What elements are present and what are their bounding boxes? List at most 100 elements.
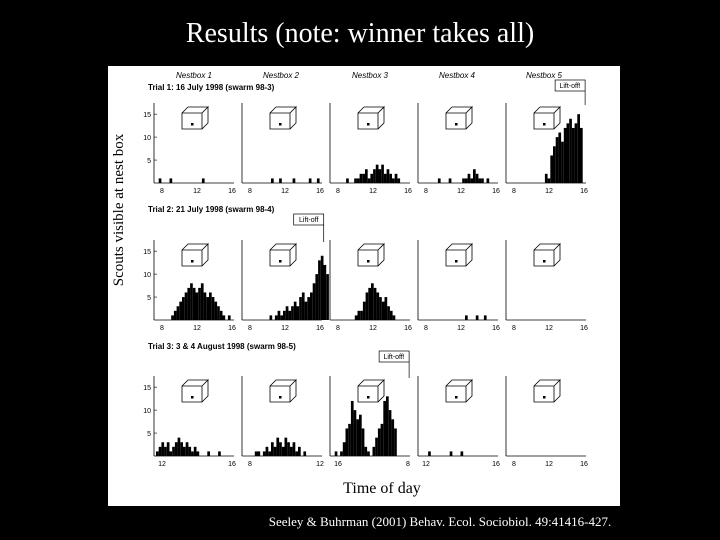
bar-trial2-nestbox3 (357, 310, 361, 320)
bar-trial1-nestbox2 (292, 178, 296, 183)
nestbox-icon (269, 379, 297, 403)
x-tick-label: 12 (457, 188, 465, 195)
bar-trial3-nestbox2 (292, 442, 296, 456)
bar-trial2-nestbox2 (269, 315, 273, 320)
y-tick-label: 5 (147, 431, 151, 438)
bar-trial1-nestbox4 (481, 178, 484, 183)
bar-trial1-nestbox4 (473, 169, 476, 183)
x-tick-label: 16 (492, 325, 500, 332)
bar-trial3-nestbox1 (156, 451, 159, 456)
bar-trial2-nestbox3 (354, 315, 358, 320)
bar-trial2-nestbox1 (209, 292, 212, 320)
bar-trial1-nestbox2 (271, 178, 274, 183)
nestbox-label-3: Nestbox 3 (352, 71, 389, 80)
bar-trial1-nestbox4 (462, 178, 465, 183)
bar-trial2-nestbox1 (192, 287, 196, 320)
bar-trial1-nestbox3 (392, 178, 395, 183)
bar-trial2-nestbox3 (365, 292, 369, 320)
bar-trial1-nestbox4 (486, 178, 490, 183)
bar-trial3-nestbox1 (161, 442, 165, 456)
nestbox-icon (357, 106, 385, 130)
x-tick-label: 12 (158, 461, 166, 468)
y-tick-label: 10 (143, 408, 151, 415)
nestbox-icon (357, 243, 385, 267)
trial-title: Trial 1: 16 July 1998 (swarm 98-3) (148, 83, 275, 92)
bar-trial3-nestbox3 (377, 428, 381, 456)
liftoff-box (554, 79, 586, 92)
bar-trial1-nestbox4 (470, 178, 473, 183)
x-tick-label: 16 (228, 188, 236, 195)
bar-trial2-nestbox3 (392, 315, 396, 320)
bar-trial3-nestbox2 (281, 446, 285, 456)
bar-trial3-nestbox2 (271, 442, 274, 456)
nestbox-icon (181, 379, 209, 403)
nestbox-icon (181, 243, 209, 267)
bar-trial3-nestbox1 (180, 442, 183, 456)
nestbox-entrance (455, 260, 458, 263)
nestbox-entrance (191, 123, 194, 126)
x-tick-label: 8 (160, 188, 164, 195)
bar-trial2-nestbox1 (219, 310, 223, 320)
x-tick-label: 12 (545, 188, 553, 195)
x-tick-label: 12 (545, 461, 553, 468)
bar-trial3-nestbox3 (391, 419, 395, 456)
x-tick-label: 16 (334, 461, 342, 468)
citation: Seeley & Buhrman (2001) Behav. Ecol. Soc… (268, 514, 612, 529)
bar-trial2-nestbox4 (475, 315, 479, 320)
x-tick-label: 8 (406, 461, 410, 468)
trial-title: Trial 2: 21 July 1998 (swarm 98-4) (148, 205, 275, 214)
x-tick-label: 8 (424, 325, 428, 332)
bar-trial2-nestbox3 (371, 283, 374, 320)
x-tick-label: 16 (316, 188, 324, 195)
bar-trial1-nestbox1 (201, 178, 205, 183)
bar-trial2-nestbox1 (182, 297, 185, 320)
bar-trial3-nestbox1 (158, 446, 162, 456)
slide-title: Results (note: winner takes all) (185, 18, 535, 49)
x-tick-label: 8 (336, 188, 340, 195)
bar-trial3-nestbox1 (191, 451, 194, 456)
bar-trial2-nestbox1 (227, 315, 231, 320)
bar-trial3-nestbox1 (169, 451, 173, 456)
bar-trial3-nestbox1 (188, 446, 192, 456)
bar-trial1-nestbox3 (367, 178, 371, 183)
bar-trial3-nestbox3 (334, 451, 338, 456)
x-tick-label: 8 (248, 461, 252, 468)
bar-trial2-nestbox3 (362, 301, 366, 320)
bar-trial2-nestbox2 (283, 310, 286, 320)
bar-trial2-nestbox2 (299, 297, 302, 320)
bar-trial1-nestbox4 (464, 178, 468, 183)
x-tick-label: 8 (424, 188, 428, 195)
x-tick-label: 16 (580, 325, 588, 332)
bar-trial3-nestbox2 (276, 437, 280, 456)
bar-trial1-nestbox1 (158, 178, 162, 183)
bar-trial3-nestbox3 (380, 423, 384, 456)
bar-trial2-nestbox1 (206, 297, 209, 320)
nestbox-icon (445, 379, 473, 403)
bar-trial3-nestbox1 (196, 451, 200, 456)
bar-trial3-nestbox1 (185, 442, 189, 456)
bar-trial2-nestbox2 (310, 292, 313, 320)
y-tick-label: 10 (143, 135, 151, 142)
bar-trial3-nestbox3 (367, 451, 370, 456)
x-tick-label: 8 (160, 325, 164, 332)
bar-trial1-nestbox5 (580, 127, 583, 183)
bar-trial3-nestbox3 (340, 451, 343, 456)
nestbox-entrance (279, 123, 282, 126)
bar-trial3-nestbox3 (388, 410, 392, 456)
bar-trial3-nestbox2 (273, 446, 277, 456)
x-tick-label: 8 (336, 325, 340, 332)
bar-trial1-nestbox3 (381, 164, 384, 183)
bar-trial1-nestbox4 (467, 173, 471, 183)
nestbox-entrance (455, 396, 458, 399)
bar-trial3-nestbox2 (303, 451, 307, 456)
bar-trial1-nestbox3 (386, 169, 390, 183)
x-tick-label: 12 (457, 325, 465, 332)
x-tick-label: 12 (369, 325, 377, 332)
bar-trial3-nestbox2 (268, 451, 271, 456)
bar-trial1-nestbox2 (308, 178, 312, 183)
bar-trial3-nestbox2 (265, 446, 269, 456)
bar-trial3-nestbox1 (164, 446, 167, 456)
bar-trial2-nestbox2 (304, 301, 308, 320)
bar-trial2-nestbox2 (277, 310, 281, 320)
nestbox-chart: Nestbox 1 Nestbox 2 Nestbox 3 Nestbox 4 Nest… (143, 71, 588, 468)
